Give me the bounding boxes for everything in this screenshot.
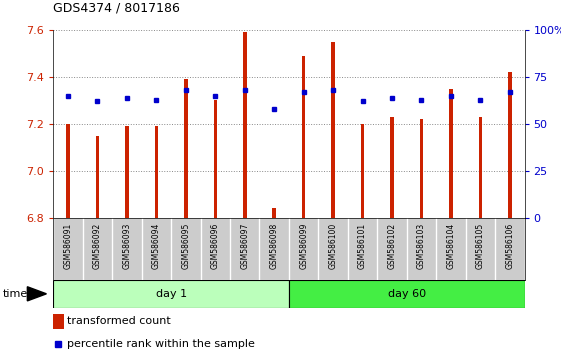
Text: transformed count: transformed count [67, 316, 171, 326]
Bar [184, 79, 187, 218]
Bar [479, 117, 482, 218]
Text: GSM586100: GSM586100 [329, 223, 338, 269]
Bar [243, 33, 246, 218]
Bar [390, 117, 394, 218]
Bar [302, 56, 305, 218]
Bar [332, 42, 335, 218]
Text: GSM586093: GSM586093 [122, 223, 131, 269]
Text: GSM586099: GSM586099 [299, 223, 308, 269]
Bar [289, 280, 525, 308]
Text: GSM586091: GSM586091 [63, 223, 72, 269]
Text: time: time [3, 289, 28, 299]
Polygon shape [27, 287, 47, 301]
Text: GSM586095: GSM586095 [181, 223, 190, 269]
Text: GSM586106: GSM586106 [505, 223, 514, 269]
Text: GSM586098: GSM586098 [270, 223, 279, 269]
Text: GSM586105: GSM586105 [476, 223, 485, 269]
Bar [449, 89, 453, 218]
Bar [508, 72, 512, 218]
Text: day 60: day 60 [388, 289, 426, 299]
Bar [53, 280, 289, 308]
Text: GSM586094: GSM586094 [152, 223, 161, 269]
Text: GSM586103: GSM586103 [417, 223, 426, 269]
Text: GSM586096: GSM586096 [211, 223, 220, 269]
Text: GSM586092: GSM586092 [93, 223, 102, 269]
Bar [125, 126, 128, 218]
Text: GSM586104: GSM586104 [447, 223, 456, 269]
Bar [66, 124, 70, 218]
Bar [214, 101, 217, 218]
Text: day 1: day 1 [155, 289, 187, 299]
Bar [53, 314, 63, 329]
Text: percentile rank within the sample: percentile rank within the sample [67, 339, 255, 349]
Text: GSM586097: GSM586097 [240, 223, 249, 269]
Bar [96, 136, 99, 218]
Bar [273, 208, 276, 218]
Text: GDS4374 / 8017186: GDS4374 / 8017186 [53, 1, 180, 14]
Bar [361, 124, 364, 218]
Bar [155, 126, 158, 218]
Text: GSM586102: GSM586102 [388, 223, 397, 269]
Text: GSM586101: GSM586101 [358, 223, 367, 269]
Bar [420, 119, 423, 218]
